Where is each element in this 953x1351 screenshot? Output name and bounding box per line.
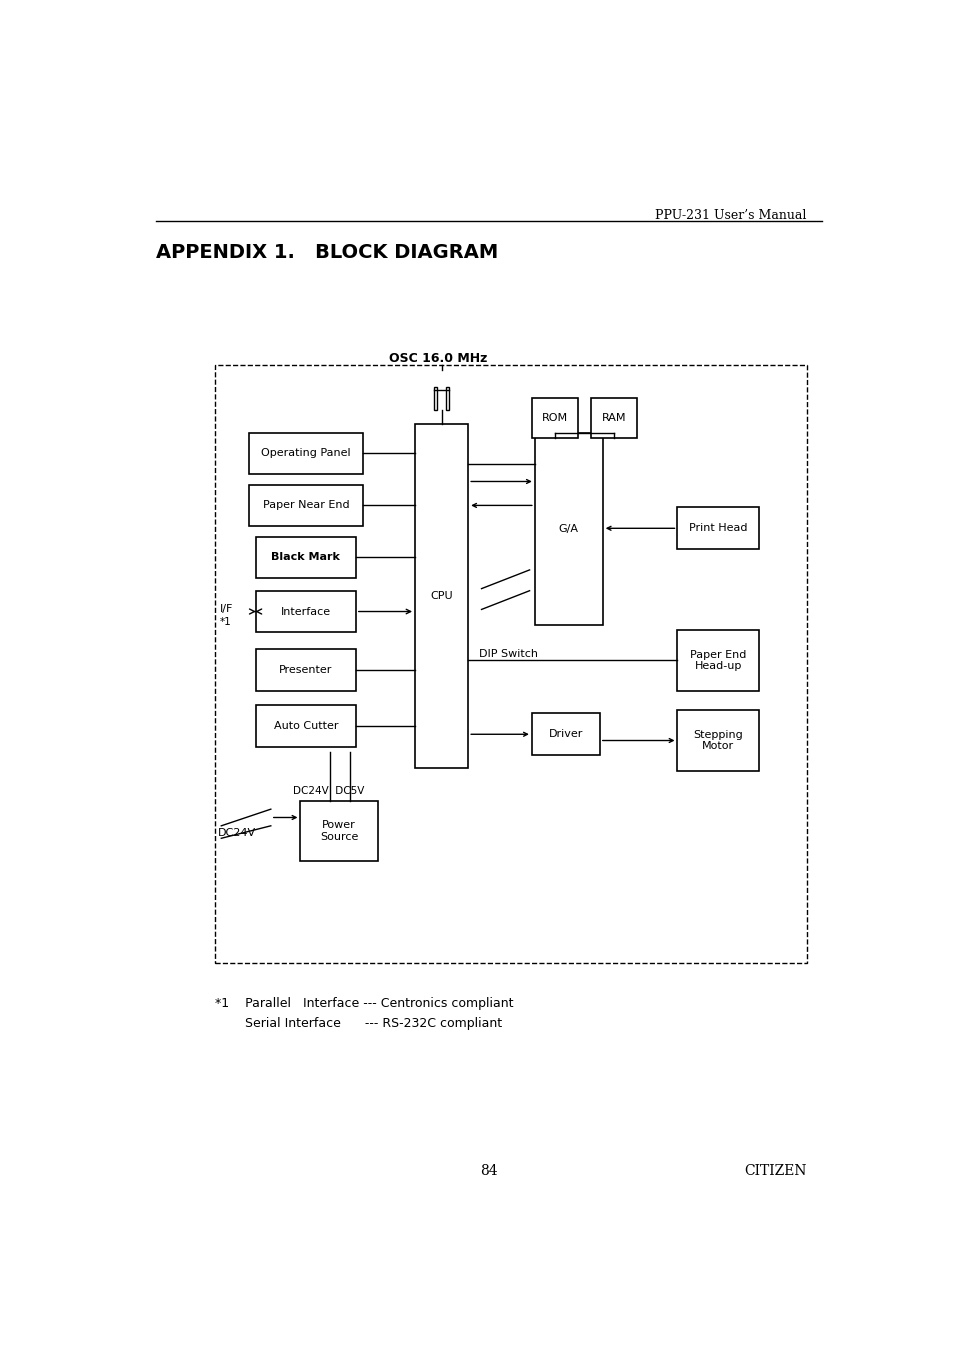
Bar — [255, 705, 355, 747]
Text: OSC 16.0 MHz: OSC 16.0 MHz — [388, 353, 487, 365]
Bar — [249, 432, 363, 474]
Text: Paper Near End: Paper Near End — [262, 500, 349, 511]
Bar — [249, 485, 363, 526]
Text: G/A: G/A — [558, 524, 578, 534]
Bar — [434, 386, 436, 409]
Bar — [531, 713, 599, 755]
Bar — [531, 399, 577, 438]
Text: Black Mark: Black Mark — [272, 553, 340, 562]
Text: CPU: CPU — [430, 590, 453, 601]
Text: CITIZEN: CITIZEN — [743, 1165, 806, 1178]
Bar — [215, 365, 806, 963]
Text: 84: 84 — [479, 1165, 497, 1178]
Text: Presenter: Presenter — [279, 665, 333, 674]
Text: RAM: RAM — [601, 413, 625, 423]
Bar — [255, 648, 355, 690]
Text: Print Head: Print Head — [688, 523, 746, 534]
Bar — [590, 399, 637, 438]
Bar — [255, 536, 355, 578]
Text: DC24V: DC24V — [217, 828, 255, 838]
Text: Paper End
Head-up: Paper End Head-up — [689, 650, 745, 671]
Text: Driver: Driver — [548, 730, 582, 739]
Text: Operating Panel: Operating Panel — [261, 449, 351, 458]
Text: Auto Cutter: Auto Cutter — [274, 721, 337, 731]
Bar — [535, 432, 602, 626]
Bar — [300, 801, 377, 861]
Text: DC24V  DC5V: DC24V DC5V — [293, 786, 364, 796]
Text: APPENDIX 1.   BLOCK DIAGRAM: APPENDIX 1. BLOCK DIAGRAM — [156, 243, 498, 262]
Text: Power
Source: Power Source — [319, 820, 358, 842]
Text: PPU-231 User’s Manual: PPU-231 User’s Manual — [655, 209, 806, 222]
Text: Stepping
Motor: Stepping Motor — [693, 730, 742, 751]
Bar — [446, 386, 449, 409]
Bar — [415, 424, 468, 767]
Text: I/F: I/F — [219, 604, 233, 615]
Text: ROM: ROM — [541, 413, 567, 423]
Text: Interface: Interface — [280, 607, 331, 616]
Text: DIP Switch: DIP Switch — [478, 650, 537, 659]
Text: Serial Interface      --- RS-232C compliant: Serial Interface --- RS-232C compliant — [245, 1017, 501, 1031]
Bar — [677, 508, 758, 549]
Text: *1: *1 — [219, 617, 232, 627]
Bar — [677, 711, 758, 770]
Bar — [677, 630, 758, 690]
Text: *1    Parallel   Interface --- Centronics compliant: *1 Parallel Interface --- Centronics com… — [215, 997, 514, 1011]
Bar — [255, 590, 355, 632]
